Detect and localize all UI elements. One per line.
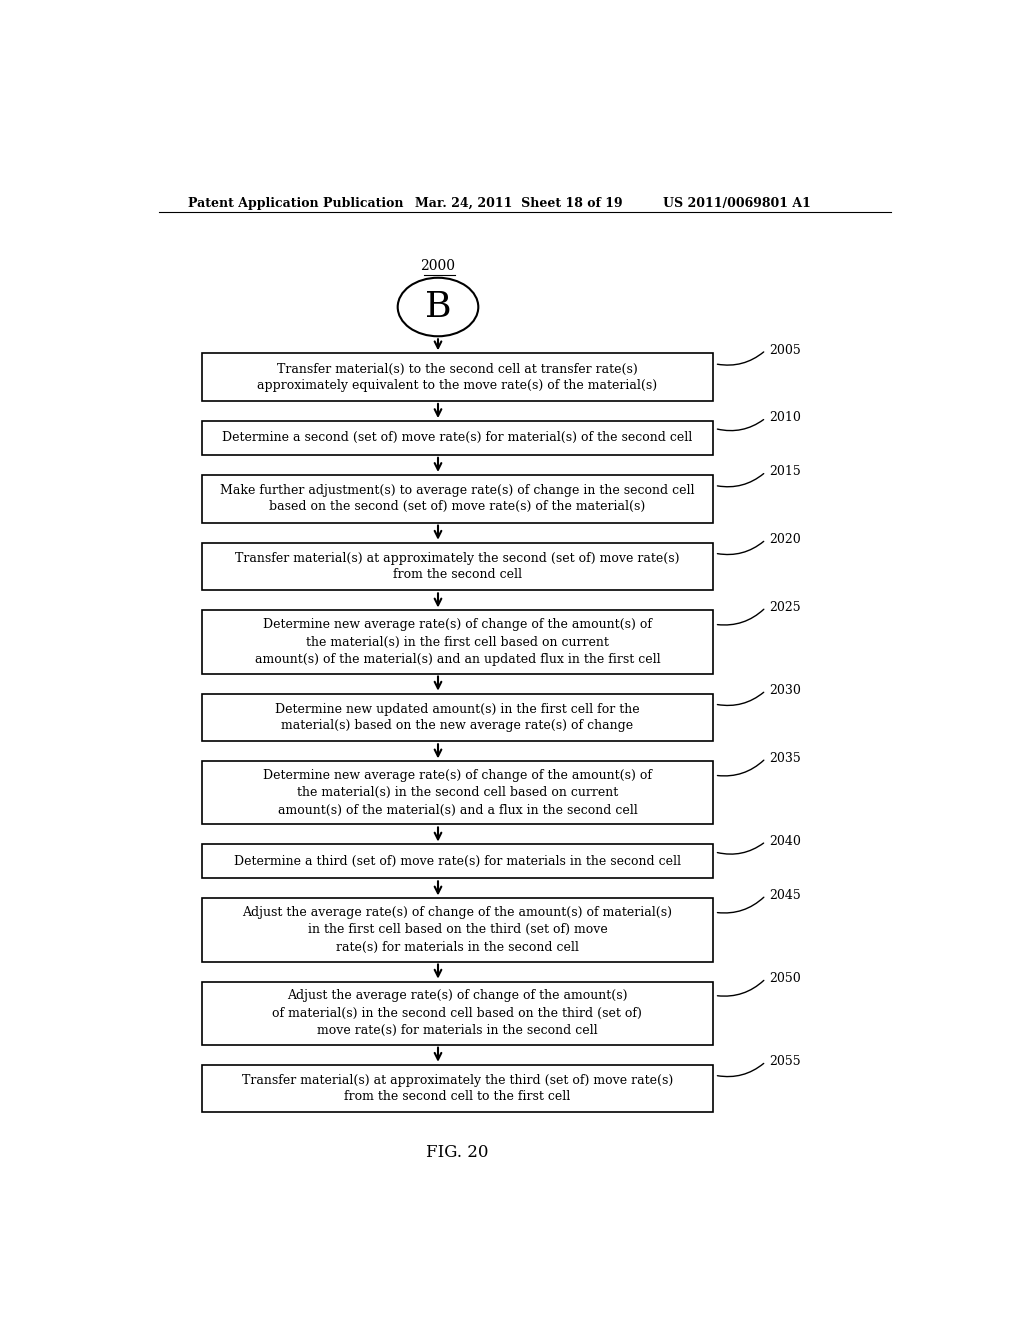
Text: 2005: 2005 — [769, 343, 801, 356]
Text: the material(s) in the second cell based on current: the material(s) in the second cell based… — [297, 787, 618, 800]
Text: from the second cell: from the second cell — [393, 568, 522, 581]
FancyBboxPatch shape — [202, 543, 713, 590]
Text: 2050: 2050 — [769, 972, 801, 985]
Text: Mar. 24, 2011  Sheet 18 of 19: Mar. 24, 2011 Sheet 18 of 19 — [415, 197, 623, 210]
Text: 2055: 2055 — [769, 1055, 801, 1068]
Text: 2000: 2000 — [421, 259, 456, 273]
Text: Adjust the average rate(s) of change of the amount(s): Adjust the average rate(s) of change of … — [287, 989, 628, 1002]
Text: 2025: 2025 — [769, 601, 801, 614]
Text: Determine new average rate(s) of change of the amount(s) of: Determine new average rate(s) of change … — [263, 618, 652, 631]
Text: from the second cell to the first cell: from the second cell to the first cell — [344, 1090, 570, 1104]
Text: 2020: 2020 — [769, 533, 801, 546]
Text: move rate(s) for materials in the second cell: move rate(s) for materials in the second… — [317, 1024, 598, 1038]
Text: Determine new average rate(s) of change of the amount(s) of: Determine new average rate(s) of change … — [263, 768, 652, 781]
Text: 2015: 2015 — [769, 465, 801, 478]
FancyBboxPatch shape — [202, 899, 713, 961]
Text: 2010: 2010 — [769, 412, 801, 425]
Text: B: B — [425, 290, 452, 323]
Text: 2045: 2045 — [769, 888, 801, 902]
FancyBboxPatch shape — [202, 693, 713, 742]
Text: US 2011/0069801 A1: US 2011/0069801 A1 — [663, 197, 811, 210]
FancyBboxPatch shape — [202, 762, 713, 825]
FancyBboxPatch shape — [202, 610, 713, 673]
Text: amount(s) of the material(s) and a flux in the second cell: amount(s) of the material(s) and a flux … — [278, 804, 637, 817]
Text: Determine a third (set of) move rate(s) for materials in the second cell: Determine a third (set of) move rate(s) … — [233, 855, 681, 869]
FancyBboxPatch shape — [202, 845, 713, 878]
Ellipse shape — [397, 277, 478, 337]
Text: amount(s) of the material(s) and an updated flux in the first cell: amount(s) of the material(s) and an upda… — [255, 653, 660, 667]
FancyBboxPatch shape — [202, 421, 713, 455]
FancyBboxPatch shape — [202, 1065, 713, 1113]
Text: FIG. 20: FIG. 20 — [426, 1144, 488, 1162]
Text: Transfer material(s) at approximately the third (set of) move rate(s): Transfer material(s) at approximately th… — [242, 1074, 673, 1086]
Text: Transfer material(s) to the second cell at transfer rate(s): Transfer material(s) to the second cell … — [278, 363, 638, 375]
Text: Determine new updated amount(s) in the first cell for the: Determine new updated amount(s) in the f… — [275, 702, 640, 715]
FancyBboxPatch shape — [202, 354, 713, 401]
Text: 2035: 2035 — [769, 751, 801, 764]
Text: the material(s) in the first cell based on current: the material(s) in the first cell based … — [306, 635, 609, 648]
Text: rate(s) for materials in the second cell: rate(s) for materials in the second cell — [336, 941, 579, 954]
Text: material(s) based on the new average rate(s) of change: material(s) based on the new average rat… — [282, 719, 634, 733]
Text: Patent Application Publication: Patent Application Publication — [188, 197, 403, 210]
Text: 2040: 2040 — [769, 834, 801, 847]
Text: Adjust the average rate(s) of change of the amount(s) of material(s): Adjust the average rate(s) of change of … — [243, 906, 673, 919]
Text: 2030: 2030 — [769, 684, 801, 697]
Text: in the first cell based on the third (set of) move: in the first cell based on the third (se… — [307, 924, 607, 936]
Text: based on the second (set of) move rate(s) of the material(s): based on the second (set of) move rate(s… — [269, 500, 645, 513]
FancyBboxPatch shape — [202, 475, 713, 523]
Text: Determine a second (set of) move rate(s) for material(s) of the second cell: Determine a second (set of) move rate(s)… — [222, 432, 692, 445]
FancyBboxPatch shape — [202, 982, 713, 1044]
Text: approximately equivalent to the move rate(s) of the material(s): approximately equivalent to the move rat… — [257, 379, 657, 392]
Text: Make further adjustment(s) to average rate(s) of change in the second cell: Make further adjustment(s) to average ra… — [220, 484, 694, 498]
Text: of material(s) in the second cell based on the third (set of): of material(s) in the second cell based … — [272, 1007, 642, 1019]
Text: Transfer material(s) at approximately the second (set of) move rate(s): Transfer material(s) at approximately th… — [236, 552, 680, 565]
